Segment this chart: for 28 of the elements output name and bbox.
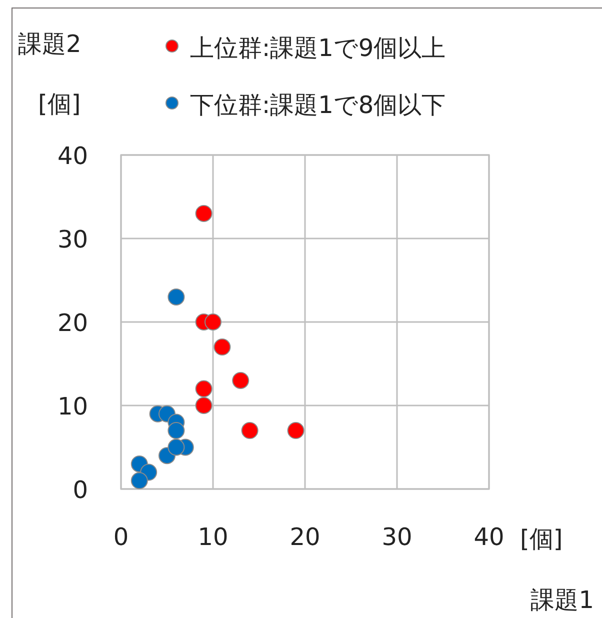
- y-tick-label: 30: [57, 226, 88, 254]
- y-tick-label: 10: [57, 392, 88, 420]
- text: [個]: [520, 525, 563, 553]
- y-tick-label: 40: [57, 142, 88, 170]
- point: [214, 338, 231, 356]
- point: [168, 422, 185, 440]
- point: [241, 422, 258, 440]
- point: [168, 288, 185, 306]
- x-tick-label: 20: [290, 523, 320, 551]
- x-tick-label: 40: [474, 523, 504, 551]
- point: [168, 438, 185, 456]
- x-tick-label: 0: [113, 523, 129, 551]
- point: [130, 472, 148, 490]
- y-axis-title: 課題2: [18, 30, 82, 58]
- point: [287, 422, 304, 440]
- y-tick-label: 0: [72, 476, 88, 504]
- point: [195, 380, 212, 398]
- text: [個]: [38, 90, 81, 118]
- point: [232, 372, 250, 389]
- point: [195, 397, 212, 414]
- x-tick-label: 30: [382, 523, 412, 551]
- x-axis-title: 課題1: [530, 586, 594, 614]
- y-tick-label: 20: [57, 309, 88, 337]
- point: [195, 204, 212, 222]
- legend-label: 下位群:課題1で8個以下: [190, 91, 446, 119]
- x-tick-label: 10: [198, 523, 228, 551]
- point: [204, 314, 222, 330]
- legend-label: 上位群:課題1で9個以上: [190, 34, 446, 62]
